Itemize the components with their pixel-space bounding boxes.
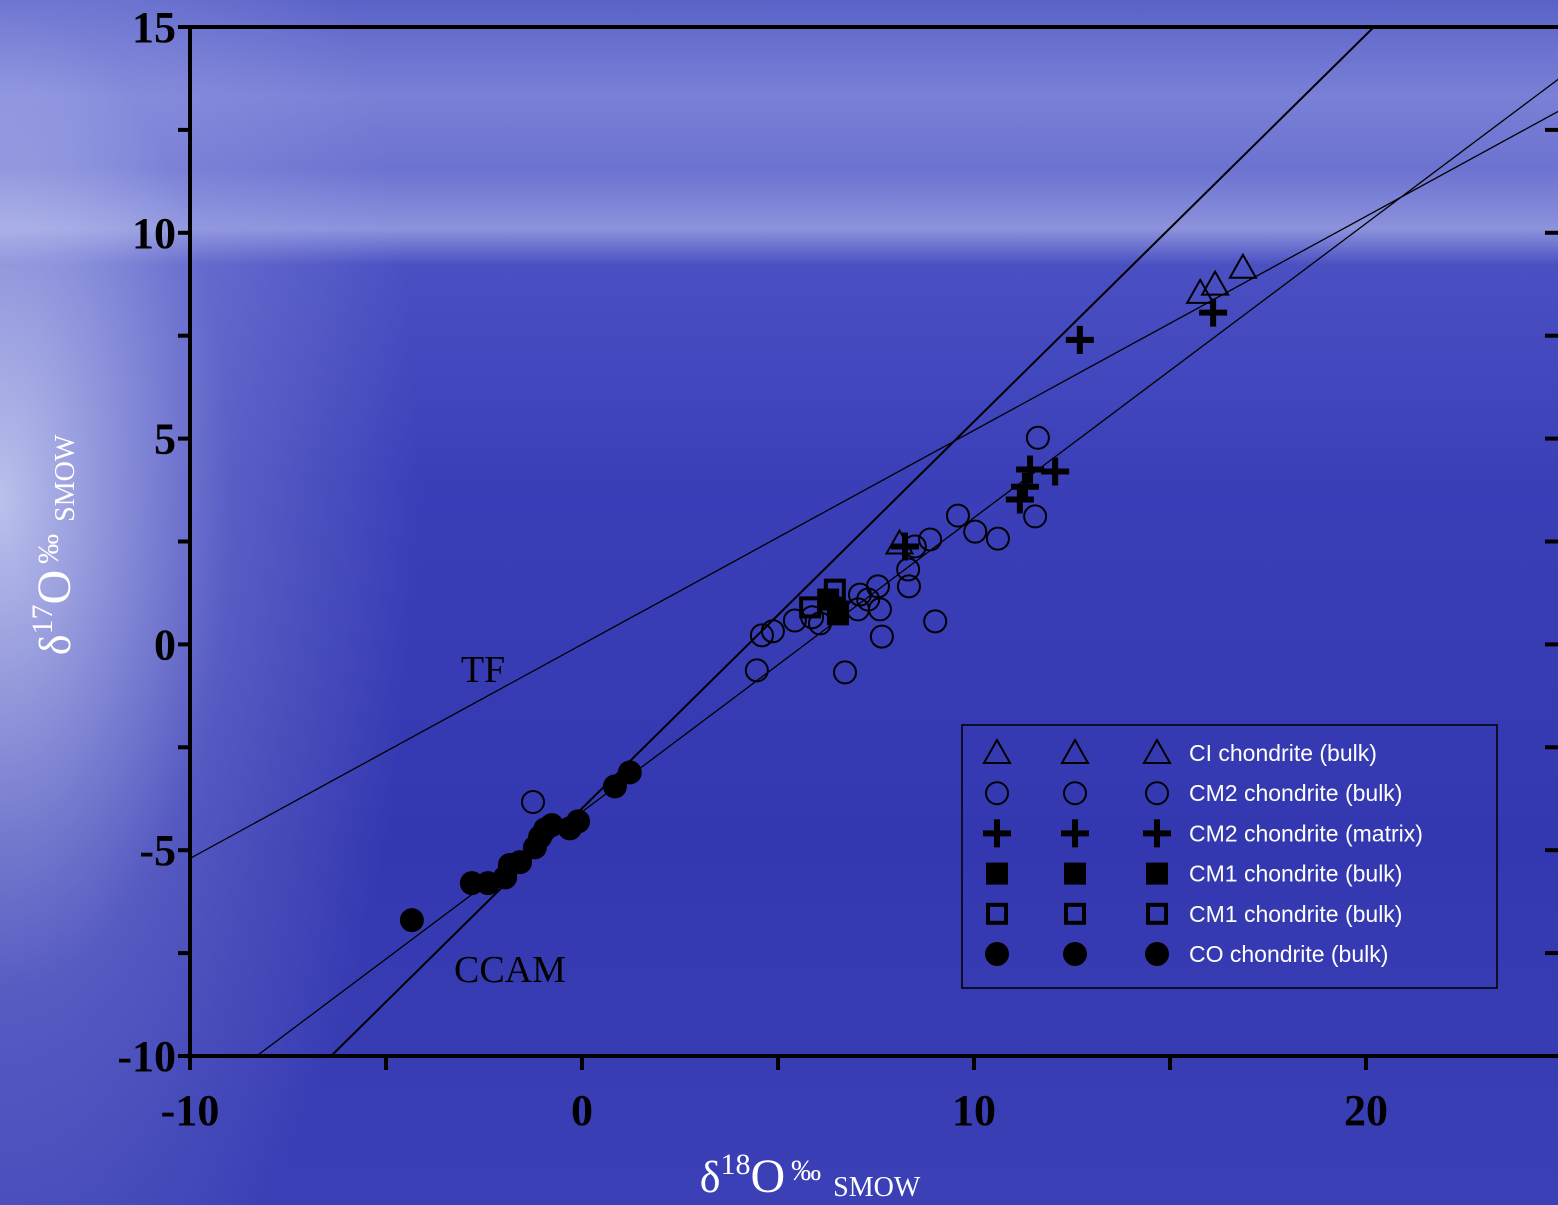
dot-marker	[399, 908, 424, 933]
circle-marker	[749, 623, 774, 648]
x-tick-label: 10	[952, 1086, 996, 1135]
triangle-marker	[1142, 737, 1172, 764]
legend-label: CM2 chondrite (bulk)	[1189, 780, 1402, 806]
line-label: TF	[461, 649, 505, 691]
circle-marker	[945, 503, 970, 528]
points	[399, 252, 1258, 933]
circle-marker	[1063, 781, 1087, 806]
circle-marker	[760, 619, 785, 644]
circle-marker	[963, 519, 988, 544]
legend-label: CM1 chondrite (bulk)	[1189, 901, 1402, 927]
y-tick-label: -5	[139, 826, 176, 875]
y-tick-label: 0	[154, 620, 176, 669]
line-label: CCAM	[454, 949, 566, 991]
circle-marker	[896, 574, 921, 599]
square-marker	[1064, 862, 1086, 885]
y-title-part: ‰	[32, 534, 65, 564]
y-tick-label: 5	[154, 415, 176, 464]
x-title-part: δ	[700, 1153, 721, 1202]
plus-marker	[983, 819, 1011, 848]
plus-marker	[1041, 457, 1070, 486]
triangle-marker	[884, 528, 915, 555]
circle-marker	[985, 781, 1009, 806]
circle-marker	[744, 658, 769, 683]
open-square-marker	[826, 600, 849, 623]
x-tick-label: -10	[161, 1086, 220, 1135]
open-square-marker	[1146, 902, 1168, 925]
y-axis-title: δ17O ‰ SMOW	[26, 434, 81, 655]
circle-marker	[918, 527, 943, 552]
plus-marker	[1199, 298, 1228, 327]
circle-marker	[867, 597, 892, 622]
x-tick-label: 20	[1344, 1086, 1388, 1135]
plus-marker	[1016, 455, 1045, 484]
circle-marker	[896, 557, 921, 582]
circle-marker	[865, 574, 890, 599]
y-tick-label: 15	[132, 3, 176, 52]
legend-label: CI chondrite (bulk)	[1189, 740, 1377, 766]
legend-label: CM1 chondrite (bulk)	[1189, 861, 1402, 887]
plus-marker	[891, 532, 920, 561]
dot-marker	[1063, 942, 1087, 966]
legend-box	[961, 724, 1498, 989]
circle-marker	[1025, 425, 1050, 450]
plus-marker	[1061, 819, 1089, 848]
plus-marker	[1143, 819, 1171, 848]
x-title-part: ‰	[791, 1154, 821, 1187]
triangle-marker	[1228, 252, 1258, 279]
open-square-marker	[799, 596, 822, 619]
legend-label: CM2 chondrite (matrix)	[1189, 820, 1423, 846]
circle-marker	[782, 608, 807, 633]
triangle-marker	[1185, 277, 1215, 304]
dot-marker	[566, 809, 591, 834]
dot-marker	[539, 813, 564, 838]
reference-line	[190, 110, 1558, 860]
circle-marker	[1145, 781, 1169, 806]
open-square-marker	[986, 902, 1008, 925]
circle-marker	[1023, 504, 1048, 529]
square-marker	[986, 862, 1008, 885]
plus-marker	[1005, 485, 1034, 514]
x-axis-title: δ18O ‰ SMOW	[700, 1148, 921, 1203]
x-title-part: SMOW	[833, 1172, 921, 1203]
plus-marker	[1065, 325, 1094, 354]
dot-marker	[508, 850, 533, 875]
triangle-marker	[1200, 269, 1230, 296]
x-tick-label: 0	[571, 1086, 593, 1135]
triangle-marker	[982, 737, 1012, 764]
y-title-part: SMOW	[50, 434, 81, 522]
y-title-part: δ	[31, 635, 80, 656]
circle-marker	[985, 526, 1010, 551]
triangle-marker	[1060, 737, 1090, 764]
x-title-part: 18	[720, 1148, 750, 1181]
circle-marker	[833, 660, 858, 685]
open-square-marker	[823, 578, 846, 601]
plus-marker	[1010, 472, 1039, 501]
circle-marker	[923, 609, 948, 634]
dot-marker	[617, 760, 642, 785]
legend-label: CO chondrite (bulk)	[1189, 941, 1388, 967]
y-title-part: O	[28, 570, 81, 605]
circle-marker	[521, 790, 545, 815]
y-title-part: 17	[26, 605, 59, 635]
dot-marker	[985, 942, 1009, 966]
open-square-marker	[1064, 902, 1086, 925]
x-title-part: O	[750, 1150, 785, 1203]
square-marker	[1146, 862, 1168, 885]
y-tick-label: 10	[132, 209, 176, 258]
y-tick-label: -10	[117, 1032, 176, 1081]
dot-marker	[1145, 942, 1169, 966]
circle-marker	[869, 624, 894, 649]
